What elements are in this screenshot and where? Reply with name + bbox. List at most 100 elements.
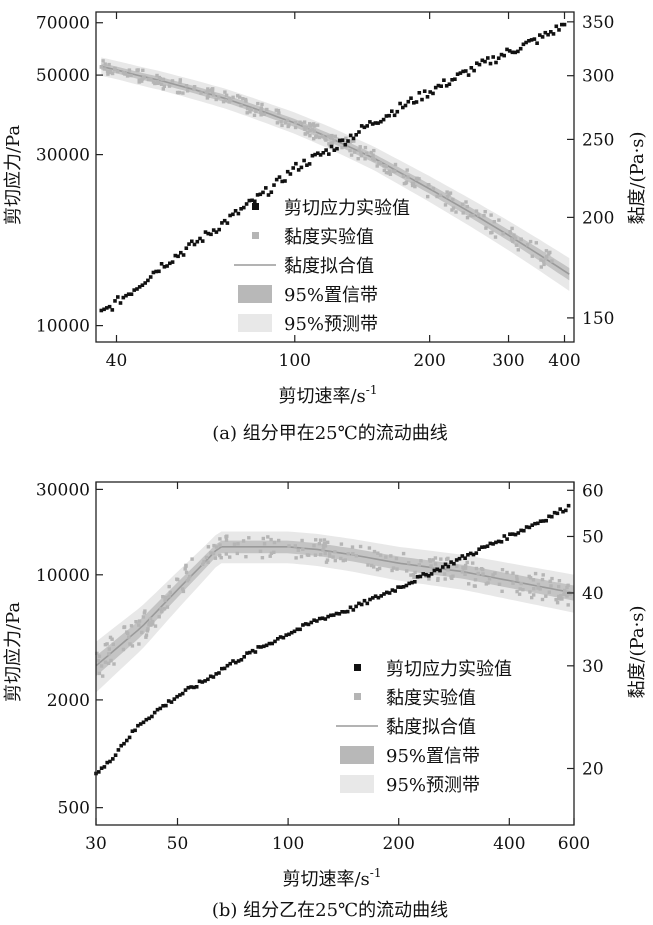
- stress-point: [148, 275, 153, 279]
- stress-point: [183, 688, 188, 692]
- stress-point: [436, 83, 441, 88]
- stress-point: [524, 40, 528, 45]
- viscosity-point: [181, 91, 185, 95]
- stress-point: [458, 71, 463, 75]
- stress-point: [491, 55, 495, 59]
- viscosity-point: [299, 554, 304, 559]
- viscosity-point: [343, 558, 347, 562]
- stress-point: [195, 239, 200, 244]
- viscosity-point: [232, 542, 237, 546]
- viscosity-point: [159, 82, 164, 86]
- viscosity-point: [566, 583, 570, 587]
- viscosity-point: [147, 77, 151, 81]
- viscosity-point: [149, 77, 153, 81]
- viscosity-point: [192, 85, 197, 89]
- stress-point: [354, 133, 358, 137]
- viscosity-point: [431, 558, 435, 562]
- viscosity-point: [103, 660, 108, 664]
- viscosity-point: [349, 139, 354, 143]
- viscosity-point: [192, 87, 196, 91]
- viscosity-point: [110, 71, 115, 76]
- viscosity-point: [531, 578, 536, 582]
- stress-point: [214, 230, 219, 234]
- viscosity-point: [547, 590, 551, 594]
- stress-point: [278, 635, 283, 639]
- viscosity-point: [265, 107, 269, 112]
- viscosity-point: [487, 577, 492, 581]
- chart-a-stress-points: [99, 22, 567, 313]
- viscosity-point: [350, 545, 355, 549]
- stress-point: [303, 622, 308, 626]
- viscosity-point: [557, 597, 561, 601]
- viscosity-point: [99, 664, 104, 668]
- viscosity-point: [378, 553, 383, 557]
- legend-label: 95%预测带: [386, 775, 480, 796]
- stress-point: [97, 770, 101, 774]
- viscosity-point: [280, 123, 284, 128]
- stress-point: [485, 544, 490, 548]
- stress-point: [274, 177, 279, 182]
- viscosity-point: [160, 77, 165, 82]
- viscosity-point: [548, 579, 552, 583]
- viscosity-point: [329, 136, 334, 140]
- stress-point: [392, 113, 397, 118]
- stress-point: [368, 597, 372, 602]
- stress-point: [527, 525, 532, 530]
- viscosity-point: [395, 567, 399, 571]
- stress-point: [99, 308, 104, 313]
- stress-point: [284, 633, 288, 637]
- viscosity-point: [443, 203, 448, 207]
- viscosity-point: [377, 566, 382, 571]
- viscosity-point: [146, 627, 150, 631]
- stress-point: [165, 264, 169, 268]
- viscosity-point: [325, 558, 330, 562]
- viscosity-point: [563, 588, 567, 593]
- viscosity-point: [135, 68, 139, 72]
- stress-point: [302, 158, 306, 163]
- chart-a-viscosity-points: [99, 59, 554, 269]
- viscosity-point: [317, 542, 322, 546]
- stress-point: [137, 285, 142, 289]
- viscosity-point: [519, 237, 523, 241]
- stress-point: [538, 33, 542, 37]
- viscosity-point: [540, 577, 545, 582]
- stress-point: [228, 213, 232, 218]
- stress-point: [496, 56, 501, 60]
- legend-label: 剪切应力实验值: [386, 659, 512, 680]
- stress-point: [551, 32, 556, 36]
- viscosity-point: [260, 556, 265, 560]
- viscosity-point: [515, 589, 519, 594]
- viscosity-point: [212, 93, 216, 97]
- viscosity-point: [390, 568, 394, 573]
- stress-point: [547, 514, 551, 519]
- viscosity-point: [465, 560, 469, 565]
- viscosity-point: [202, 559, 206, 564]
- viscosity-point: [204, 90, 208, 94]
- viscosity-point: [144, 633, 149, 637]
- viscosity-point: [536, 582, 541, 587]
- viscosity-point: [330, 133, 334, 138]
- viscosity-point: [323, 137, 327, 141]
- viscosity-point: [513, 236, 518, 240]
- stress-point: [414, 100, 419, 104]
- stress-point: [554, 24, 559, 29]
- stress-point: [168, 261, 172, 266]
- viscosity-point: [108, 635, 113, 640]
- viscosity-point: [101, 59, 105, 63]
- viscosity-point: [279, 120, 283, 124]
- viscosity-point: [212, 543, 216, 548]
- stress-point: [119, 743, 123, 748]
- stress-point: [190, 239, 194, 244]
- stress-point: [299, 165, 304, 170]
- viscosity-point: [426, 183, 430, 187]
- chart-b-y-left-title: 剪切应力/Pa: [3, 602, 24, 702]
- viscosity-point: [461, 211, 465, 215]
- stress-point: [404, 583, 409, 588]
- stress-point: [157, 269, 161, 274]
- viscosity-point: [214, 97, 218, 102]
- stress-point: [146, 278, 150, 283]
- viscosity-point: [463, 563, 468, 568]
- viscosity-point: [308, 134, 312, 138]
- stress-point: [130, 729, 135, 733]
- viscosity-point: [405, 569, 409, 573]
